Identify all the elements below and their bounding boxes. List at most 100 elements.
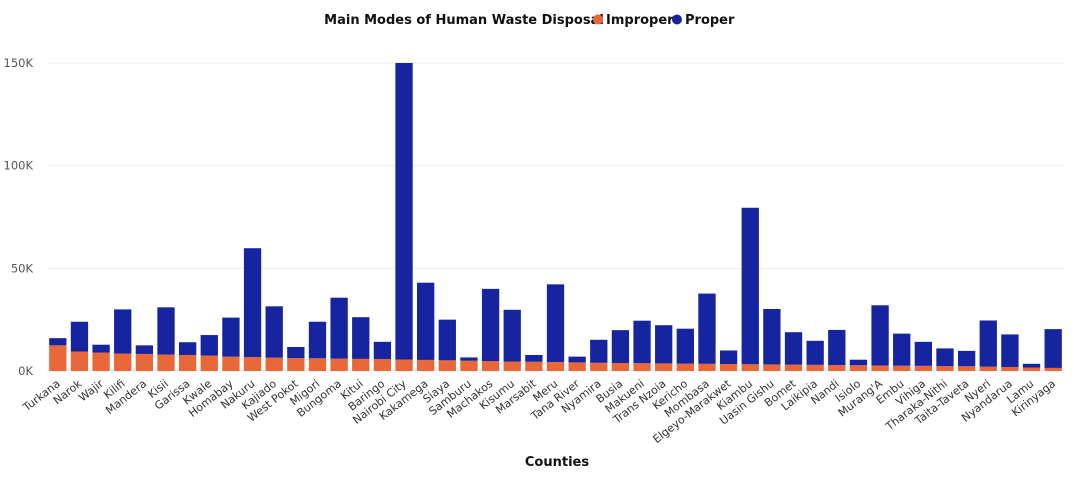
bar-proper[interactable]: [200, 335, 218, 356]
bar-proper[interactable]: [914, 341, 933, 366]
bar-proper[interactable]: [460, 357, 478, 361]
bar-proper[interactable]: [719, 350, 738, 365]
bar-proper[interactable]: [395, 63, 413, 360]
bar-improper[interactable]: [92, 352, 110, 371]
bar-improper[interactable]: [525, 361, 543, 371]
bar-proper[interactable]: [1022, 363, 1041, 368]
y-axis-ticks: 0K 50K 100K 150K: [4, 56, 34, 378]
bar-improper[interactable]: [590, 362, 608, 371]
bar-proper[interactable]: [265, 306, 283, 358]
bar-proper[interactable]: [676, 328, 694, 364]
bar-proper[interactable]: [698, 293, 716, 364]
bar-proper[interactable]: [763, 308, 781, 365]
bar-improper[interactable]: [936, 366, 954, 371]
bar-improper[interactable]: [784, 364, 803, 371]
bar-proper[interactable]: [243, 248, 262, 358]
bar-proper[interactable]: [178, 342, 197, 355]
bar-proper[interactable]: [114, 309, 132, 354]
bar-improper[interactable]: [157, 354, 175, 371]
bar-proper[interactable]: [741, 207, 759, 365]
bar-proper[interactable]: [655, 325, 673, 364]
bar-improper[interactable]: [676, 363, 694, 371]
bar-improper[interactable]: [568, 362, 586, 371]
bar-proper[interactable]: [871, 305, 889, 366]
bar-improper[interactable]: [741, 364, 759, 371]
bar-proper[interactable]: [979, 320, 997, 367]
bar-proper[interactable]: [590, 339, 608, 363]
bar-proper[interactable]: [157, 307, 175, 355]
bar-improper[interactable]: [633, 363, 651, 371]
bar-improper[interactable]: [243, 357, 262, 371]
bar-proper[interactable]: [936, 348, 954, 367]
bar-proper[interactable]: [222, 317, 240, 357]
bar-improper[interactable]: [114, 353, 132, 371]
bar-improper[interactable]: [308, 358, 327, 371]
bar-proper[interactable]: [330, 297, 348, 359]
bar-proper[interactable]: [92, 344, 110, 353]
bar-proper[interactable]: [308, 321, 327, 359]
bar-improper[interactable]: [893, 365, 911, 371]
bar-proper[interactable]: [893, 333, 911, 366]
bar-improper[interactable]: [373, 359, 392, 371]
y-tick-label: 50K: [11, 261, 34, 275]
bar-improper[interactable]: [698, 363, 716, 371]
bar-proper[interactable]: [417, 282, 435, 360]
bar-improper[interactable]: [1001, 367, 1019, 371]
bar-improper[interactable]: [330, 358, 348, 371]
bar-proper[interactable]: [481, 288, 500, 362]
x-axis-ticks: TurkanaNarokWajirKilifiManderaKisiiGaris…: [20, 377, 1058, 446]
bar-improper[interactable]: [1044, 367, 1062, 371]
bar-proper[interactable]: [1001, 334, 1019, 368]
bar-improper[interactable]: [546, 361, 565, 371]
bar-proper[interactable]: [806, 340, 824, 365]
bar-improper[interactable]: [806, 364, 824, 371]
bar-improper[interactable]: [265, 357, 283, 371]
bar-improper[interactable]: [957, 366, 976, 371]
bar-improper[interactable]: [222, 356, 240, 371]
bar-improper[interactable]: [828, 365, 846, 371]
bar-improper[interactable]: [438, 360, 456, 371]
bar-improper[interactable]: [871, 365, 889, 371]
bar-improper[interactable]: [352, 358, 370, 371]
bar-proper[interactable]: [503, 309, 521, 362]
bar-improper[interactable]: [395, 359, 413, 371]
bar-improper[interactable]: [417, 359, 435, 371]
bar-improper[interactable]: [460, 360, 478, 371]
bar-improper[interactable]: [979, 366, 997, 371]
bar-proper[interactable]: [1044, 329, 1062, 368]
bar-proper[interactable]: [784, 332, 803, 365]
bar-improper[interactable]: [655, 363, 673, 371]
bar-proper[interactable]: [135, 345, 154, 354]
bar-proper[interactable]: [287, 346, 305, 359]
bar-improper[interactable]: [200, 355, 218, 371]
bar-proper[interactable]: [828, 329, 846, 366]
bar-improper[interactable]: [719, 364, 738, 371]
bar-improper[interactable]: [287, 358, 305, 371]
bar-improper[interactable]: [914, 365, 933, 371]
bar-improper[interactable]: [763, 364, 781, 371]
bar-proper[interactable]: [373, 341, 392, 360]
bar-improper[interactable]: [49, 345, 67, 371]
bar-proper[interactable]: [70, 321, 89, 352]
bar-improper[interactable]: [503, 361, 521, 371]
bar-improper[interactable]: [849, 365, 868, 371]
bar-proper[interactable]: [546, 284, 565, 362]
bar-improper[interactable]: [135, 353, 154, 371]
bar-proper[interactable]: [568, 356, 586, 363]
bar-improper[interactable]: [1022, 367, 1041, 371]
bar-proper[interactable]: [438, 319, 456, 361]
bar-proper[interactable]: [633, 320, 651, 364]
bar-proper[interactable]: [611, 330, 630, 363]
bar-improper[interactable]: [70, 351, 89, 371]
bar-improper[interactable]: [611, 362, 630, 371]
bar-improper[interactable]: [178, 354, 197, 371]
legend: Improper Proper: [593, 13, 735, 28]
bar-improper[interactable]: [481, 361, 500, 371]
bar-proper[interactable]: [525, 354, 543, 362]
bar-proper[interactable]: [957, 350, 976, 367]
bar-proper[interactable]: [49, 338, 67, 346]
bar-proper[interactable]: [352, 317, 370, 359]
bar-proper[interactable]: [849, 359, 868, 366]
